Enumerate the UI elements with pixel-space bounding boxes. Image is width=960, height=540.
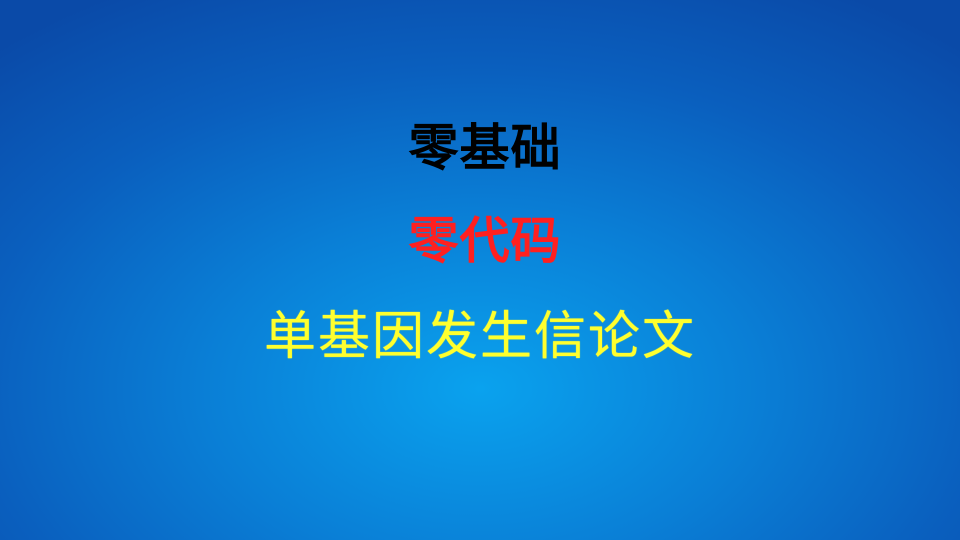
headline-zero-code: 零代码 — [408, 212, 562, 270]
headline-single-gene-paper: 单基因发生信论文 — [263, 307, 696, 367]
headline-zero-foundation: 零基础 — [408, 119, 562, 177]
